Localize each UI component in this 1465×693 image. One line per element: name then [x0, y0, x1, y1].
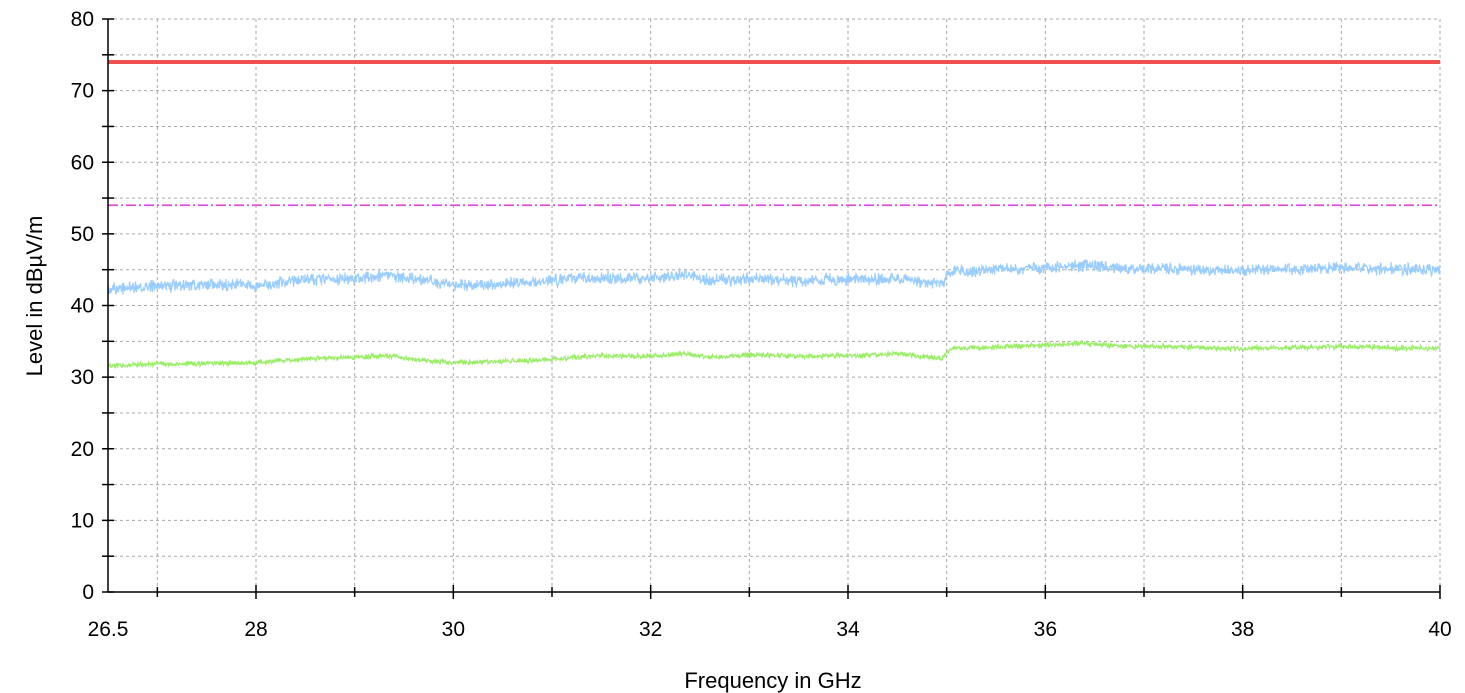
y-tick-label: 60: [71, 151, 94, 174]
y-axis-title: Level in dBµV/m: [22, 216, 47, 377]
y-tick-label: 0: [82, 581, 94, 604]
x-tick-label: 38: [1231, 618, 1254, 641]
x-tick-label: 30: [442, 618, 465, 641]
y-tick-label: 20: [71, 438, 94, 461]
x-tick-label: 34: [836, 618, 860, 641]
tick-layer: 0 10 20 30 40 50 60 70 80 26.5 28 30 32 34 36 38 40: [71, 8, 1452, 641]
grid: [108, 18, 1441, 592]
series-layer: [107, 59, 1441, 370]
y-tick-label: 10: [71, 509, 94, 532]
x-axis-title: Frequency in GHz: [684, 668, 861, 693]
series-line-4: [107, 339, 1441, 370]
x-tick-label: 40: [1428, 618, 1451, 641]
y-tick-label: 70: [71, 80, 94, 103]
x-tick-label: 28: [244, 618, 267, 641]
series-line-3: [107, 259, 1441, 295]
x-tick-label: 26.5: [88, 618, 129, 641]
y-tick-label: 80: [71, 8, 94, 31]
y-tick-label: 30: [71, 366, 94, 389]
y-tick-label: 50: [71, 223, 94, 246]
x-tick-label: 36: [1034, 618, 1057, 641]
x-tick-label: 32: [639, 618, 662, 641]
y-tick-label: 40: [71, 295, 94, 318]
